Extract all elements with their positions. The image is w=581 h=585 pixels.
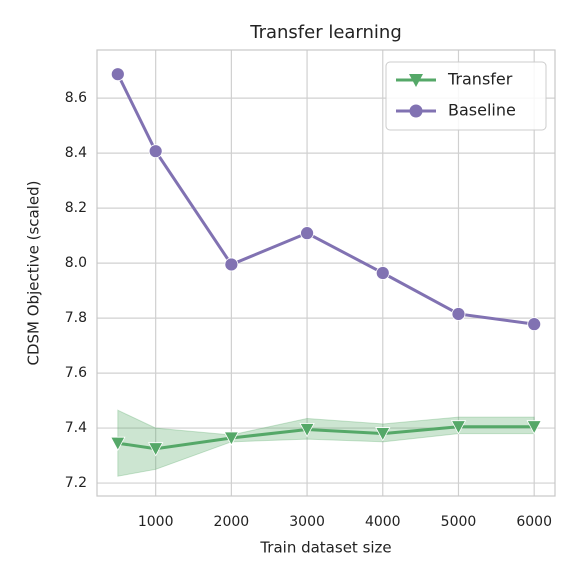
y-tick-label: 8.2 xyxy=(65,200,87,216)
marker xyxy=(110,67,125,82)
marker xyxy=(147,442,164,457)
marker xyxy=(527,317,542,332)
x-tick-label: 5000 xyxy=(441,514,477,530)
x-tick-label: 2000 xyxy=(214,514,250,530)
marker xyxy=(148,144,163,159)
y-tick-label: 7.8 xyxy=(65,310,87,326)
plot-frame xyxy=(96,49,556,497)
y-tick-label: 8.6 xyxy=(65,90,87,106)
y-tick-label: 8.0 xyxy=(65,255,87,271)
marker xyxy=(375,427,391,442)
x-tick-label: 1000 xyxy=(138,514,174,530)
marker xyxy=(526,420,542,435)
y-tick-label: 8.4 xyxy=(65,145,87,161)
legend-marker xyxy=(409,74,423,87)
marker xyxy=(450,420,467,435)
y-tick-label: 7.2 xyxy=(65,475,87,491)
marker xyxy=(451,307,466,321)
marker xyxy=(224,257,239,272)
marker xyxy=(300,226,314,241)
marker xyxy=(299,423,315,438)
x-tick-label: 6000 xyxy=(516,514,552,530)
legend-label: Transfer xyxy=(447,70,513,89)
marker xyxy=(223,431,240,446)
legend-label: Baseline xyxy=(448,101,516,120)
y-tick-label: 7.6 xyxy=(65,365,87,381)
legend-marker xyxy=(409,104,423,118)
chart-title: Transfer learning xyxy=(249,22,402,43)
marker xyxy=(375,266,390,280)
x-axis-label: Train dataset size xyxy=(259,539,391,557)
marker xyxy=(110,436,126,452)
confidence-band xyxy=(117,409,535,477)
x-tick-label: 3000 xyxy=(289,514,325,530)
y-axis-label: CDSM Objective (scaled) xyxy=(25,180,43,365)
y-tick-label: 7.4 xyxy=(65,420,87,436)
x-tick-label: 4000 xyxy=(365,514,401,530)
